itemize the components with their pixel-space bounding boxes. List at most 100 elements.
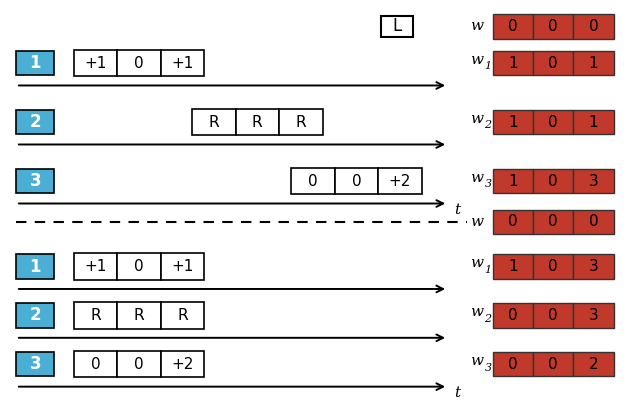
Text: t: t (454, 203, 461, 217)
Text: 0: 0 (508, 308, 518, 323)
Text: 3: 3 (484, 179, 492, 189)
Text: 1: 1 (589, 56, 598, 70)
Text: 2: 2 (29, 306, 41, 324)
Bar (493, 210, 533, 234)
Bar (74, 253, 117, 280)
Text: 0: 0 (134, 259, 144, 274)
Bar (236, 109, 279, 135)
Text: R: R (296, 115, 306, 129)
Text: 1: 1 (508, 259, 518, 274)
Text: w: w (470, 53, 483, 67)
Text: R: R (134, 308, 144, 323)
Text: +2: +2 (389, 174, 411, 188)
Bar (573, 14, 614, 39)
Bar (573, 110, 614, 134)
Text: 0: 0 (548, 259, 558, 274)
Bar (533, 51, 573, 75)
Text: 2: 2 (589, 357, 598, 372)
Bar (74, 302, 117, 329)
Bar (493, 110, 533, 134)
Bar (533, 210, 573, 234)
Text: 2: 2 (484, 120, 492, 130)
Bar (533, 169, 573, 193)
Bar (161, 253, 204, 280)
Bar (573, 51, 614, 75)
Text: 3: 3 (484, 363, 492, 372)
Bar (335, 168, 378, 194)
Text: 0: 0 (548, 115, 558, 129)
Text: R: R (90, 308, 100, 323)
Bar (573, 303, 614, 328)
Bar (493, 169, 533, 193)
Text: 3: 3 (589, 259, 598, 274)
Text: R: R (177, 308, 188, 323)
Bar (117, 50, 161, 77)
Text: 0: 0 (508, 357, 518, 372)
Bar (192, 109, 236, 135)
Bar (533, 303, 573, 328)
Text: +2: +2 (172, 357, 193, 372)
Bar (573, 169, 614, 193)
Bar (16, 254, 54, 279)
Bar (16, 169, 54, 193)
Bar (493, 254, 533, 279)
Text: 1: 1 (29, 54, 41, 72)
Text: w: w (470, 215, 483, 229)
Bar (16, 110, 54, 134)
Text: 3: 3 (589, 174, 598, 188)
Text: 0: 0 (90, 357, 100, 372)
Bar (117, 253, 161, 280)
Bar (493, 51, 533, 75)
Text: w: w (470, 20, 483, 33)
Bar (493, 352, 533, 376)
Bar (573, 352, 614, 376)
Text: +1: +1 (84, 259, 106, 274)
Text: 0: 0 (548, 174, 558, 188)
Bar (16, 352, 54, 376)
Text: 1: 1 (484, 265, 492, 275)
Text: 0: 0 (589, 19, 598, 34)
Text: w: w (470, 305, 483, 319)
Bar (533, 254, 573, 279)
Bar (16, 51, 54, 75)
Bar (117, 302, 161, 329)
Text: 0: 0 (548, 214, 558, 229)
Text: t: t (454, 386, 461, 400)
Bar (533, 352, 573, 376)
Bar (279, 109, 323, 135)
Text: 0: 0 (134, 56, 144, 70)
Text: 0: 0 (308, 174, 318, 188)
Bar (378, 168, 422, 194)
Bar (161, 50, 204, 77)
Text: 0: 0 (134, 357, 144, 372)
Text: 3: 3 (29, 172, 41, 190)
Bar (573, 254, 614, 279)
Bar (573, 210, 614, 234)
Text: 1: 1 (508, 174, 518, 188)
Bar (117, 351, 161, 378)
Bar (493, 14, 533, 39)
Text: 2: 2 (29, 113, 41, 131)
Text: +1: +1 (84, 56, 106, 70)
Text: 1: 1 (589, 115, 598, 129)
Text: +1: +1 (172, 56, 193, 70)
Text: w: w (470, 112, 483, 126)
Text: 3: 3 (589, 308, 598, 323)
Text: 2: 2 (484, 314, 492, 324)
Bar (533, 110, 573, 134)
Text: 0: 0 (351, 174, 362, 188)
Text: 1: 1 (484, 61, 492, 71)
Text: w: w (470, 354, 483, 368)
Bar (161, 351, 204, 378)
Bar (291, 168, 335, 194)
Text: w: w (470, 256, 483, 270)
Text: R: R (209, 115, 219, 129)
Text: 3: 3 (29, 355, 41, 373)
Bar (161, 302, 204, 329)
Bar (74, 50, 117, 77)
Bar (16, 303, 54, 328)
Text: 0: 0 (508, 19, 518, 34)
Bar (381, 16, 413, 37)
Bar (74, 351, 117, 378)
Text: L: L (392, 18, 401, 35)
